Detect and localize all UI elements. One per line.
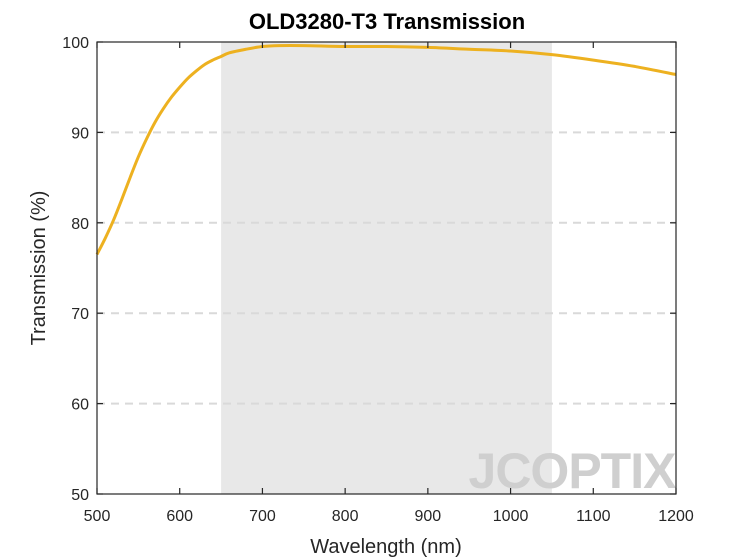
y-tick-label: 80 bbox=[71, 216, 89, 233]
y-tick-label: 50 bbox=[71, 487, 89, 504]
x-tick-label: 700 bbox=[249, 508, 276, 525]
x-tick-label: 800 bbox=[332, 508, 359, 525]
y-tick-label: 70 bbox=[71, 306, 89, 323]
series-line bbox=[95, 44, 677, 256]
y-tick-labels: 50 60 70 80 90 100 bbox=[62, 35, 89, 504]
plot-area: JCOPTIX bbox=[95, 41, 677, 499]
y-tick-label: 60 bbox=[71, 397, 89, 414]
x-tick-label: 600 bbox=[166, 508, 193, 525]
x-tick-label: 500 bbox=[84, 508, 111, 525]
watermark-logo: JCOPTIX bbox=[469, 443, 677, 499]
chart-title: OLD3280-T3 Transmission bbox=[249, 9, 525, 34]
y-axis-label: Transmission (%) bbox=[28, 191, 50, 346]
x-tick-label: 1200 bbox=[658, 508, 694, 525]
y-tick-label: 100 bbox=[62, 35, 89, 52]
x-tick-label: 1000 bbox=[493, 508, 529, 525]
grid-lines bbox=[97, 131, 676, 405]
axis-ticks bbox=[96, 41, 677, 495]
x-tick-label: 1100 bbox=[576, 508, 611, 525]
y-tick-label: 90 bbox=[71, 125, 89, 142]
x-tick-label: 900 bbox=[415, 508, 442, 525]
highlight-band bbox=[221, 42, 552, 494]
x-tick-labels: 500 600 700 800 900 1000 1100 1200 bbox=[84, 508, 694, 525]
x-axis-label: Wavelength (nm) bbox=[310, 536, 462, 558]
axes-box bbox=[96, 41, 677, 495]
